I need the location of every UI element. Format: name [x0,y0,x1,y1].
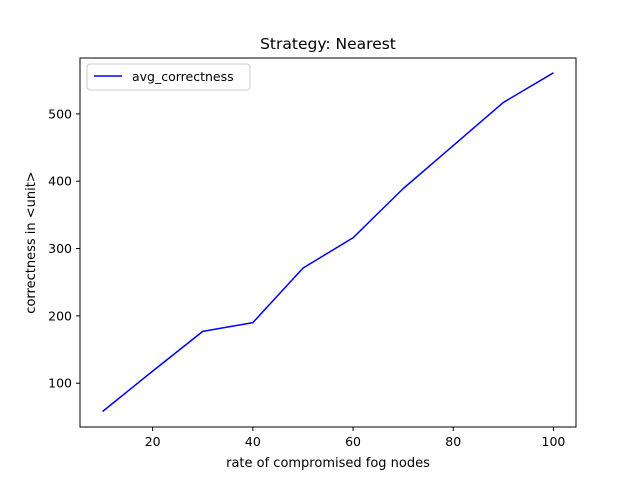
x-tick-label: 20 [145,434,161,449]
x-tick-label: 80 [445,434,461,449]
plot-area [79,57,577,428]
legend: avg_correctness [86,63,251,91]
y-tick-label: 400 [48,174,72,189]
y-tick-label: 500 [48,106,72,121]
y-tick-label: 100 [48,376,72,391]
x-tick-label: 40 [245,434,261,449]
y-axis: 100 200 300 400 500 [48,106,80,391]
chart-title: Strategy: Nearest [260,35,396,53]
x-tick-label: 60 [345,434,361,449]
x-axis-label: rate of compromised fog nodes [226,456,430,471]
legend-entry-avg-correctness: avg_correctness [132,69,234,84]
y-tick-label: 300 [48,241,72,256]
y-tick-label: 200 [48,308,72,323]
legend-box [86,63,251,91]
series-line-avg-correctness [102,72,554,413]
y-axis-label: correctness in <unit> [24,171,39,313]
x-axis: 20 40 60 80 100 [145,427,566,449]
series-layer [102,72,554,413]
x-tick-label: 100 [542,434,566,449]
